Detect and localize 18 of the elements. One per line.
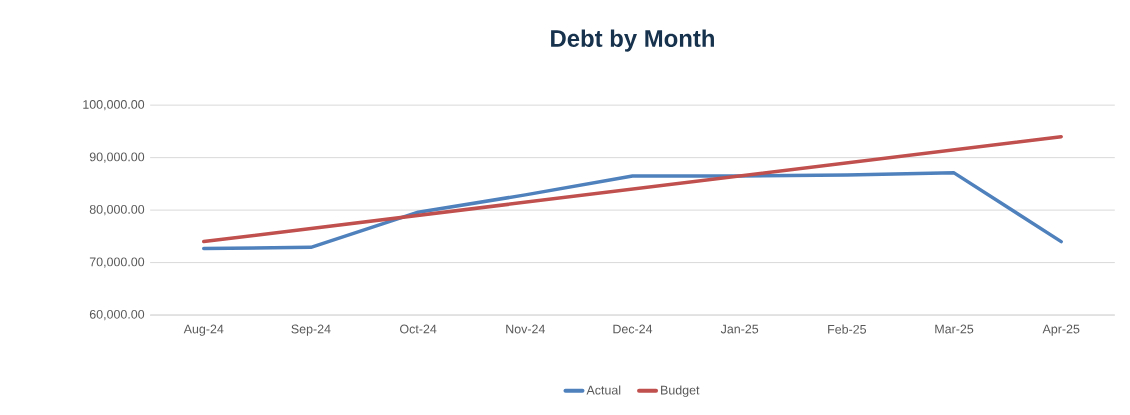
line-series (202, 170, 1063, 251)
y-tick-label: 80,000.00 (89, 204, 145, 216)
x-tick-label: Feb-25 (828, 324, 867, 334)
y-tick-label: 100,000.00 (83, 99, 145, 111)
y-tick-label: 70,000.00 (89, 257, 145, 268)
y-tick-label: 90,000.00 (89, 152, 145, 163)
legend-label: Budget (661, 385, 700, 397)
x-tick-label: Nov-24 (506, 324, 545, 334)
x-tick-label: Mar-25 (935, 324, 974, 334)
chart-title: Debt by Month (551, 29, 714, 52)
x-tick-label: Jan-25 (720, 324, 759, 334)
x-tick-label: Dec-24 (613, 324, 653, 334)
y-tick-label: 60,000.00 (89, 309, 145, 321)
x-tick-label: Aug-24 (183, 324, 224, 336)
x-tick-label: Oct-24 (400, 324, 437, 334)
legend-label: Actual (586, 385, 621, 395)
x-tick-label: Sep-24 (291, 324, 331, 336)
x-tick-label: Apr-25 (1042, 324, 1080, 336)
